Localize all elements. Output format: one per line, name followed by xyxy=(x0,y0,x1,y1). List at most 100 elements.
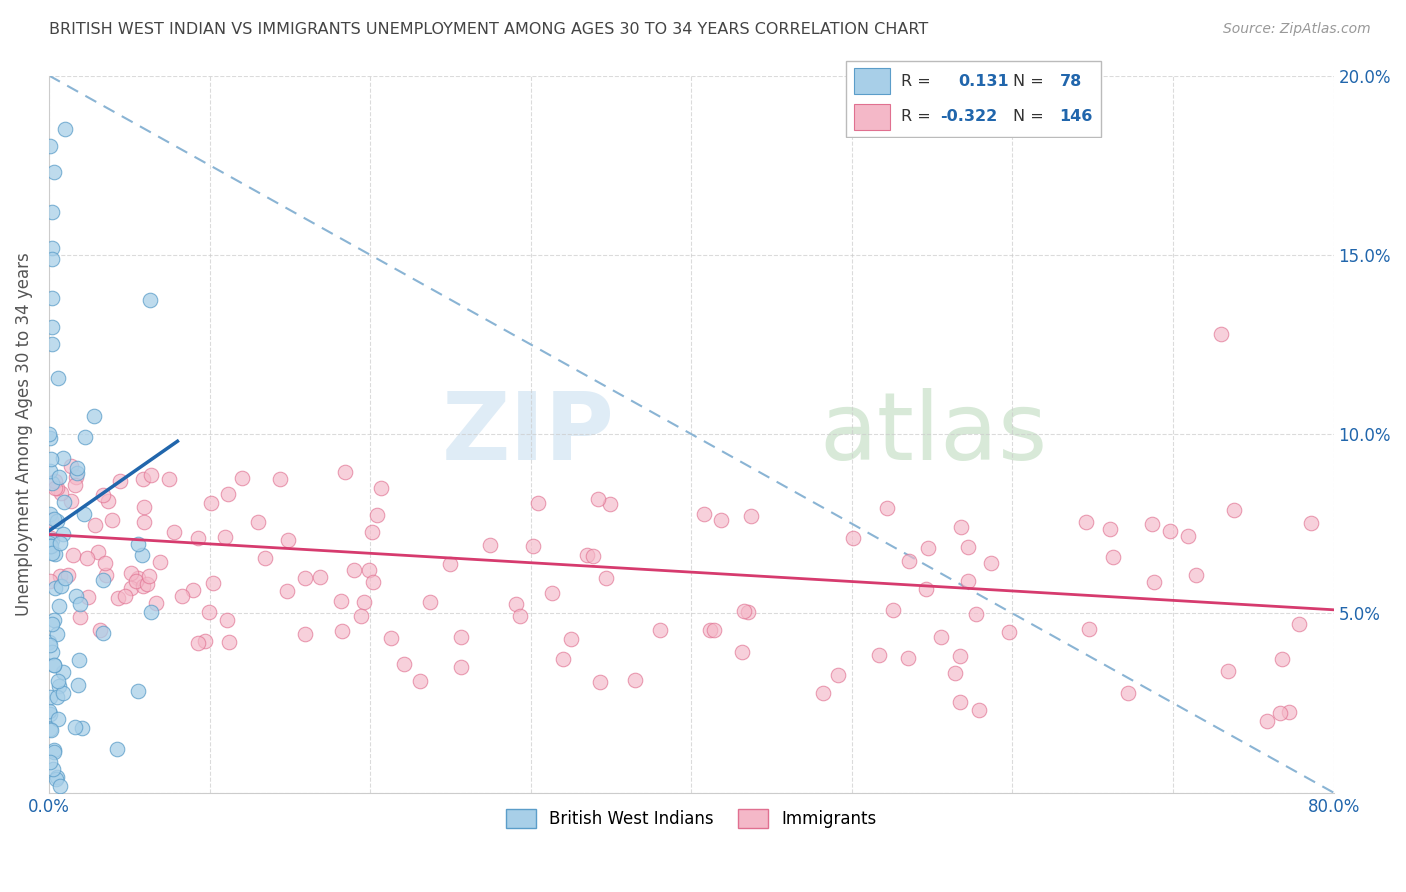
British West Indians xyxy=(105,741,128,756)
Immigrants xyxy=(949,695,972,709)
British West Indians xyxy=(38,704,60,718)
British West Indians xyxy=(127,684,149,698)
British West Indians xyxy=(48,470,70,484)
British West Indians xyxy=(41,545,63,559)
Immigrants xyxy=(353,595,375,609)
British West Indians xyxy=(65,589,87,603)
Immigrants xyxy=(370,481,392,495)
British West Indians xyxy=(46,371,69,385)
British West Indians xyxy=(41,723,63,737)
Immigrants xyxy=(101,513,124,527)
Immigrants xyxy=(247,516,270,530)
Immigrants xyxy=(1223,503,1246,517)
Immigrants xyxy=(599,497,621,511)
Immigrants xyxy=(120,566,142,581)
Immigrants xyxy=(149,556,172,570)
Immigrants xyxy=(294,571,316,585)
British West Indians xyxy=(52,686,75,700)
Immigrants xyxy=(63,477,86,491)
Immigrants xyxy=(138,569,160,583)
Immigrants xyxy=(77,591,100,605)
Immigrants xyxy=(1211,326,1233,341)
Immigrants xyxy=(740,508,762,523)
British West Indians xyxy=(127,537,149,551)
British West Indians xyxy=(75,430,97,444)
Immigrants xyxy=(898,554,921,568)
British West Indians xyxy=(66,460,89,475)
Text: R =: R = xyxy=(901,109,931,124)
Immigrants xyxy=(731,645,754,659)
Immigrants xyxy=(1299,516,1322,530)
Immigrants xyxy=(693,507,716,521)
Immigrants xyxy=(1216,665,1239,679)
Immigrants xyxy=(333,465,356,479)
British West Indians xyxy=(48,779,70,793)
British West Indians xyxy=(44,658,66,673)
British West Indians xyxy=(42,614,65,628)
Immigrants xyxy=(187,532,209,546)
Immigrants xyxy=(998,624,1021,639)
Immigrants xyxy=(1076,516,1098,530)
Immigrants xyxy=(350,609,373,624)
British West Indians xyxy=(41,252,63,267)
Immigrants xyxy=(522,539,544,553)
British West Indians xyxy=(65,720,87,734)
Immigrants xyxy=(560,632,582,647)
Immigrants xyxy=(157,472,180,486)
British West Indians xyxy=(38,638,60,652)
Immigrants xyxy=(131,472,153,486)
FancyBboxPatch shape xyxy=(846,61,1101,137)
British West Indians xyxy=(38,540,60,554)
Immigrants xyxy=(1268,706,1291,720)
British West Indians xyxy=(91,626,114,640)
British West Indians xyxy=(67,677,90,691)
Immigrants xyxy=(949,648,972,663)
Immigrants xyxy=(141,467,163,482)
Immigrants xyxy=(450,630,472,644)
Immigrants xyxy=(929,630,952,644)
Immigrants xyxy=(450,659,472,673)
Immigrants xyxy=(1140,516,1163,531)
Immigrants xyxy=(132,579,155,593)
British West Indians xyxy=(41,204,63,219)
Immigrants xyxy=(1177,529,1199,543)
British West Indians xyxy=(41,475,63,490)
British West Indians xyxy=(45,626,67,640)
British West Indians xyxy=(39,755,62,769)
Immigrants xyxy=(1256,714,1278,728)
British West Indians xyxy=(45,772,67,787)
British West Indians xyxy=(46,712,69,726)
Immigrants xyxy=(648,624,671,638)
Immigrants xyxy=(439,558,461,572)
Immigrants xyxy=(699,623,721,637)
Immigrants xyxy=(201,576,224,591)
Immigrants xyxy=(194,634,217,648)
Text: 0.131: 0.131 xyxy=(957,74,1008,89)
Immigrants xyxy=(1099,522,1122,536)
Immigrants xyxy=(1185,568,1208,582)
Immigrants xyxy=(120,581,142,595)
Immigrants xyxy=(200,496,222,510)
British West Indians xyxy=(41,337,63,351)
Immigrants xyxy=(107,591,129,606)
Immigrants xyxy=(254,550,277,565)
Immigrants xyxy=(187,636,209,650)
British West Indians xyxy=(139,605,162,619)
British West Indians xyxy=(52,665,75,680)
Immigrants xyxy=(330,624,353,638)
Text: N =: N = xyxy=(1012,74,1043,89)
Immigrants xyxy=(269,472,291,486)
Immigrants xyxy=(87,545,110,559)
British West Indians xyxy=(52,494,75,508)
Immigrants xyxy=(582,549,605,564)
Immigrants xyxy=(1102,550,1125,565)
Immigrants xyxy=(366,508,388,522)
Immigrants xyxy=(170,589,193,603)
Immigrants xyxy=(218,635,240,649)
British West Indians xyxy=(42,658,65,673)
Immigrants xyxy=(509,609,531,624)
British West Indians xyxy=(39,723,62,737)
Immigrants xyxy=(882,602,904,616)
Immigrants xyxy=(1159,524,1181,538)
British West Indians xyxy=(39,451,62,466)
